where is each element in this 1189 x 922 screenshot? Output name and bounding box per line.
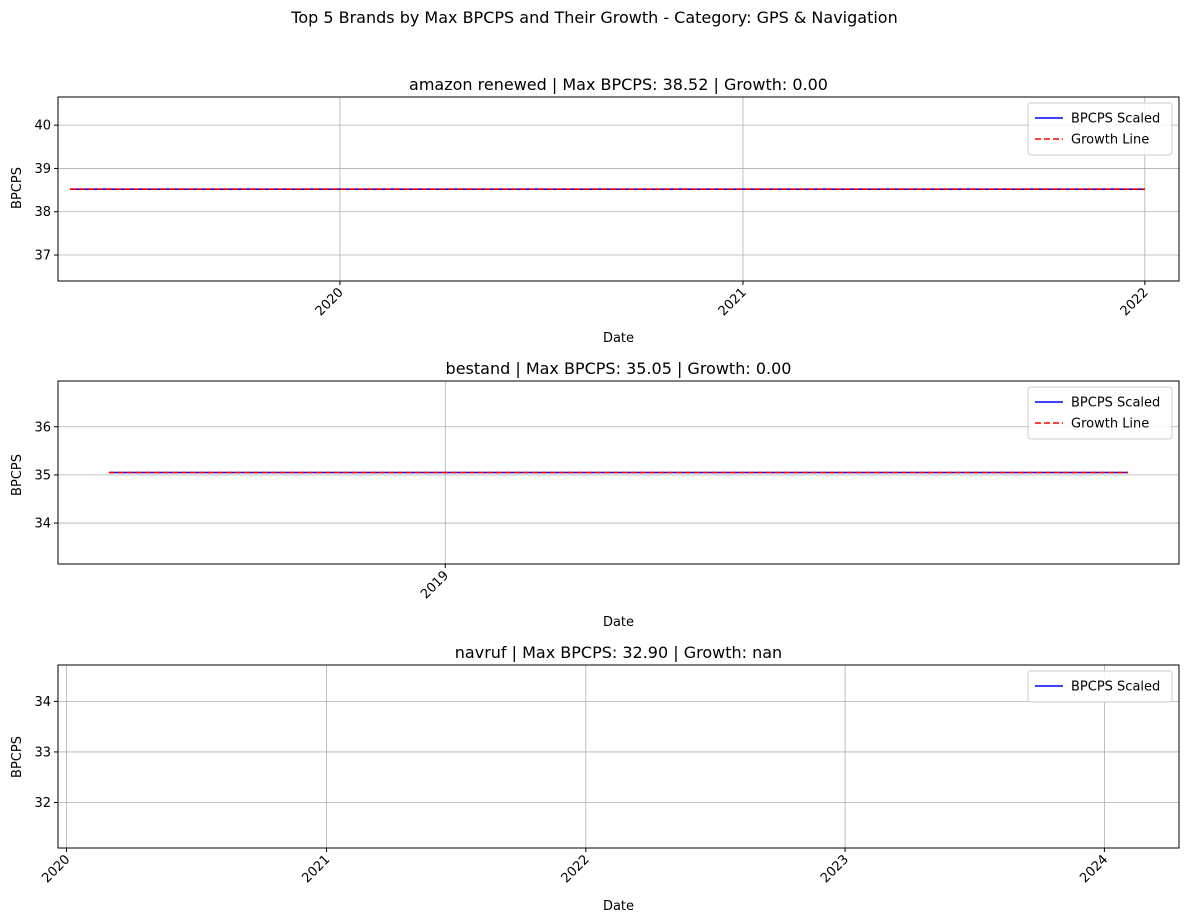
x-axis-label: Date bbox=[603, 899, 634, 914]
subplot-navruf: navruf | Max BPCPS: 32.90 | Growth: nan … bbox=[10, 643, 1180, 914]
y-tick-label: 32 bbox=[34, 796, 51, 811]
x-axis-label: Date bbox=[603, 331, 634, 346]
subplot-bestand: bestand | Max BPCPS: 35.05 | Growth: 0.0… bbox=[10, 359, 1180, 630]
x-tick-label: 2021 bbox=[299, 852, 333, 886]
legend-label: BPCPS Scaled bbox=[1071, 396, 1160, 411]
x-axis-label: Date bbox=[603, 615, 634, 630]
legend-label: Growth Line bbox=[1071, 417, 1149, 432]
legend: BPCPS Scaled Growth Line bbox=[1027, 386, 1173, 440]
legend-box bbox=[1027, 102, 1173, 156]
axes-frame bbox=[57, 380, 1180, 565]
y-tick-label: 38 bbox=[34, 205, 51, 220]
x-tick-label: 2023 bbox=[818, 852, 852, 886]
subplot-title: bestand | Max BPCPS: 35.05 | Growth: 0.0… bbox=[446, 359, 792, 378]
y-axis-label: BPCPS bbox=[10, 454, 25, 496]
legend-label: BPCPS Scaled bbox=[1071, 112, 1160, 127]
legend-box bbox=[1027, 670, 1173, 703]
legend-label: Growth Line bbox=[1071, 133, 1149, 148]
legend: BPCPS Scaled bbox=[1027, 670, 1173, 703]
x-tick-label: 2020 bbox=[313, 285, 347, 319]
y-tick-label: 34 bbox=[34, 695, 51, 710]
axes-frame bbox=[57, 664, 1180, 849]
y-tick-label: 37 bbox=[34, 249, 51, 264]
x-tick-label: 2020 bbox=[39, 852, 73, 886]
x-tick-label: 2022 bbox=[1118, 285, 1152, 319]
x-tick-label: 2024 bbox=[1077, 852, 1111, 886]
subplot-title: navruf | Max BPCPS: 32.90 | Growth: nan bbox=[455, 643, 782, 662]
y-tick-label: 35 bbox=[34, 468, 51, 483]
axes-frame bbox=[57, 96, 1180, 282]
x-tick-label: 2021 bbox=[716, 285, 750, 319]
figure-suptitle: Top 5 Brands by Max BPCPS and Their Grow… bbox=[290, 8, 897, 27]
legend: BPCPS Scaled Growth Line bbox=[1027, 102, 1173, 156]
legend-box bbox=[1027, 386, 1173, 440]
y-tick-label: 34 bbox=[34, 517, 51, 532]
y-tick-label: 40 bbox=[34, 119, 51, 134]
legend-label: BPCPS Scaled bbox=[1071, 680, 1160, 695]
subplot-title: amazon renewed | Max BPCPS: 38.52 | Grow… bbox=[409, 75, 828, 94]
y-tick-label: 39 bbox=[34, 162, 51, 177]
x-tick-label: 2019 bbox=[418, 568, 452, 602]
y-axis-label: BPCPS bbox=[10, 736, 25, 778]
y-tick-label: 36 bbox=[34, 420, 51, 435]
y-tick-label: 33 bbox=[34, 745, 51, 760]
subplot-amazon-renewed: amazon renewed | Max BPCPS: 38.52 | Grow… bbox=[10, 75, 1180, 346]
x-tick-label: 2022 bbox=[559, 852, 593, 886]
y-axis-label: BPCPS bbox=[10, 167, 25, 209]
